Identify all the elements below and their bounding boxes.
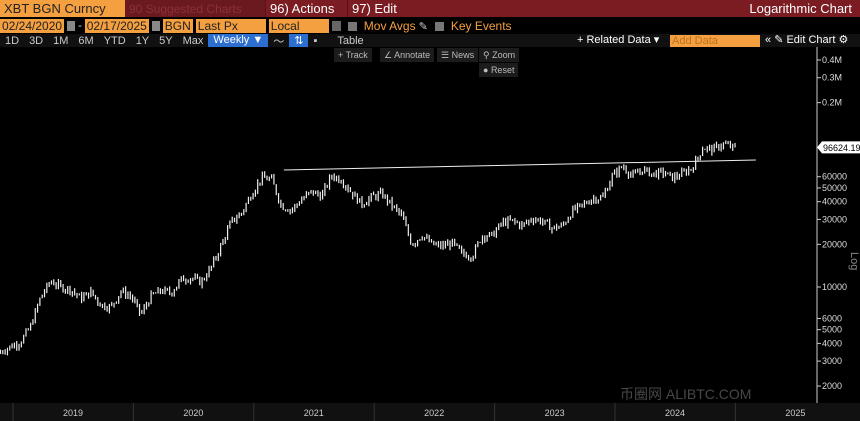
period-6m[interactable]: 6M <box>78 34 94 47</box>
y-tick-label: 3000 <box>822 356 842 366</box>
x-tick-label: 2023 <box>545 408 565 418</box>
y-tick-label: 50000 <box>822 183 847 193</box>
y-axis-label: Log <box>848 252 860 270</box>
news-button[interactable]: ☰ News <box>437 48 479 62</box>
pencil-icon[interactable]: ✎ <box>418 20 428 33</box>
x-tick-label: 2020 <box>183 408 203 418</box>
y-tick-label: 60000 <box>822 172 847 182</box>
suggested-charts-button[interactable]: 90 Suggested Charts <box>125 0 265 17</box>
start-date-field[interactable]: 02/24/2020 <box>0 19 65 33</box>
ticker-field[interactable]: XBT BGN Curncy <box>0 0 125 17</box>
period-1y[interactable]: 1Y <box>135 34 150 47</box>
magnifier-icon: ⚲ <box>483 50 493 60</box>
key-events-checkbox[interactable] <box>434 21 444 31</box>
calendar-icon[interactable] <box>67 21 76 31</box>
frequency-select[interactable]: Weekly ▼ <box>208 34 269 47</box>
bar-chart-icon[interactable]: ⇅ <box>289 34 309 47</box>
period-1m[interactable]: 1M <box>53 34 69 47</box>
zoom-label: Zoom <box>492 50 516 60</box>
edit-menu[interactable]: 97) Edit <box>347 0 407 17</box>
x-tick-label: 2024 <box>665 408 685 418</box>
period-ytd[interactable]: YTD <box>103 34 126 47</box>
field-select[interactable]: Last Px <box>195 19 266 33</box>
x-tick-label: 2025 <box>785 408 805 418</box>
period-max[interactable]: Max <box>182 34 204 47</box>
actions-menu[interactable]: 96) Actions <box>265 0 347 17</box>
y-tick-label: 0.3M <box>822 73 842 83</box>
y-tick-label: 2000 <box>822 381 842 391</box>
y-tick-label: 6000 <box>822 313 842 323</box>
currency-select[interactable]: Local CCY <box>268 19 329 47</box>
table-button[interactable]: Table <box>337 34 364 47</box>
news-label: News <box>451 50 475 60</box>
mov-avgs-label: Mov Avgs <box>363 19 416 33</box>
dropdown-icon[interactable]: ▪ <box>313 34 318 47</box>
title-bar: XBT BGN Curncy 90 Suggested Charts 96) A… <box>0 0 860 17</box>
watermark: 币圈网 ALIBTC.COM <box>620 386 752 402</box>
mov-avgs-checkbox[interactable] <box>347 21 357 31</box>
source-field[interactable]: BGN <box>162 19 193 33</box>
x-tick-label: 2022 <box>424 408 444 418</box>
reset-button[interactable]: ● Reset <box>479 63 519 77</box>
y-tick-label: 5000 <box>822 325 842 335</box>
annotate-button[interactable]: ∠ Annotate <box>380 48 435 62</box>
gear-icon[interactable]: ⚙ <box>838 34 849 46</box>
end-date-field[interactable]: 02/17/2025 <box>84 19 149 33</box>
add-data-input[interactable]: Add Data <box>670 35 760 47</box>
settings-bar: 02/24/2020 - 02/17/2025 BGN Last Px Loca… <box>0 18 512 47</box>
trendline <box>283 159 756 171</box>
edit-chart-button[interactable]: « ✎ Edit Chart ⚙ <box>765 34 848 47</box>
chart-title: Logarithmic Chart <box>749 1 852 16</box>
period-1d[interactable]: 1D <box>5 34 20 47</box>
edit-chart-label: ✎ Edit Chart <box>774 34 836 46</box>
y-tick-label: 20000 <box>822 239 847 249</box>
reset-label: Reset <box>490 65 515 75</box>
x-tick-label: 2019 <box>63 408 83 418</box>
last-price-label: 96624.19 <box>823 143 860 153</box>
last-price-tag <box>817 141 860 154</box>
y-tick-label: 10000 <box>822 282 847 292</box>
dropdown-icon[interactable] <box>331 21 341 31</box>
period-3d[interactable]: 3D <box>29 34 44 47</box>
period-5y[interactable]: 5Y <box>159 34 173 47</box>
y-tick-label: 40000 <box>822 197 847 207</box>
y-tick-label: 4000 <box>822 338 842 348</box>
y-tick-label: 0.4M <box>822 55 842 65</box>
y-tick-label: 30000 <box>822 214 847 224</box>
period-bar: 1D 3D 1M 6M YTD 1Y 5Y Max Weekly ▼ 〜 ⇅ ▪… <box>0 34 860 48</box>
line-chart-icon[interactable]: 〜 <box>273 35 285 48</box>
track-button[interactable]: + Track <box>334 48 372 62</box>
collapse-icon[interactable]: « <box>765 34 772 46</box>
y-tick-label: 0.2M <box>822 98 842 108</box>
key-events-label: Key Events <box>450 19 512 33</box>
date-separator: - <box>78 20 82 32</box>
zoom-button[interactable]: ⚲ Zoom <box>479 48 520 62</box>
reset-icon: ● <box>483 65 491 75</box>
x-axis <box>0 403 860 421</box>
x-tick-label: 2021 <box>304 408 324 418</box>
related-data-button[interactable]: + Related Data ▾ <box>577 34 660 46</box>
calendar-icon[interactable] <box>151 21 160 31</box>
news-icon: ☰ <box>441 50 452 60</box>
